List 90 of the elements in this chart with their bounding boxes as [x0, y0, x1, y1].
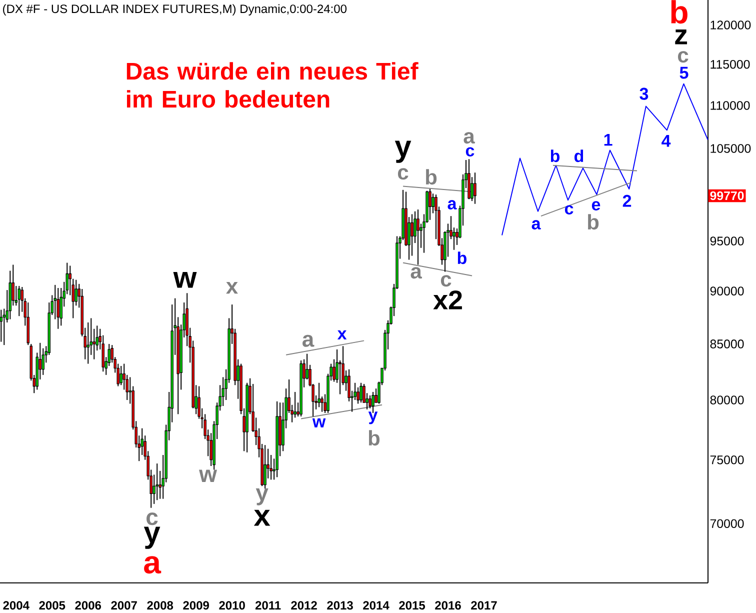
annotation: 4 — [662, 135, 671, 147]
y-tick-label: 95000 — [710, 236, 744, 246]
candlestick — [360, 382, 362, 404]
annotation: c — [398, 168, 408, 180]
x-tick-label: 2006 — [75, 601, 102, 610]
annotation: c — [466, 147, 474, 156]
annotation: 3 — [640, 88, 648, 100]
x-tick-label: 2016 — [435, 601, 461, 610]
candlestick — [294, 391, 296, 418]
annotation: y — [144, 526, 160, 549]
annotation: 2 — [622, 194, 632, 207]
line-series — [501, 83, 708, 236]
y-tick-label: 70000 — [710, 519, 744, 528]
x-tick-label: 2004 — [3, 601, 30, 610]
annotation: 1 — [604, 134, 612, 146]
annotation: c — [146, 512, 158, 526]
annotation: 5 — [680, 66, 688, 79]
annotation: b — [426, 169, 437, 185]
candlestick — [452, 227, 456, 250]
candlestick — [356, 386, 360, 404]
annotation: x — [254, 510, 270, 526]
annotation: y — [394, 140, 412, 163]
annotation: b — [588, 214, 599, 230]
annotation: x — [337, 330, 347, 340]
annotation: a — [302, 334, 314, 347]
candlestick — [86, 322, 90, 364]
candlestick — [264, 444, 266, 490]
annotation: y — [256, 488, 268, 506]
y-tick-label: 115000 — [710, 60, 750, 69]
annotation: e — [592, 201, 600, 210]
candlestick — [0, 309, 2, 342]
candlestick — [156, 462, 158, 501]
annotation: d — [574, 150, 584, 162]
candlestick — [332, 358, 336, 382]
candlestick — [474, 172, 476, 204]
annotation: w — [173, 272, 197, 288]
annotation: a — [448, 200, 457, 210]
annotation: b — [368, 430, 380, 446]
candlestick — [410, 214, 414, 256]
annotation: x — [226, 282, 238, 294]
y-tick-label: 120000 — [710, 20, 751, 30]
x-tick-label: 2015 — [399, 601, 426, 610]
candlestick — [470, 176, 474, 202]
annotation: w — [199, 470, 218, 482]
annotation: a — [144, 556, 162, 574]
candlestick — [318, 382, 320, 408]
candlestick — [2, 308, 6, 346]
annotation: b — [550, 150, 560, 162]
x-tick-label: 2011 — [255, 601, 281, 610]
annotation: a — [410, 267, 422, 279]
annotation: c — [564, 205, 574, 215]
y-tick-label: 75000 — [710, 455, 744, 464]
x-tick-label: 2010 — [219, 601, 245, 610]
annotation: z — [675, 29, 688, 44]
annotation: x2 — [433, 290, 462, 310]
annotation: y — [368, 412, 378, 424]
annotation: Das würde ein neues Tief im Euro bedeuten — [126, 62, 418, 108]
candlestick — [56, 288, 60, 330]
candlestick — [320, 396, 324, 412]
chart-title: (DX #F - US DOLLAR INDEX FUTURES,M) Dynamic,0:00-24:00 — [3, 4, 347, 16]
y-tick-label: 105000 — [710, 144, 751, 153]
y-tick-label: 90000 — [710, 286, 744, 296]
x-tick-label: 2005 — [39, 601, 66, 610]
x-tick-label: 2017 — [471, 601, 497, 610]
candlestick — [368, 394, 372, 409]
candlestick — [120, 365, 122, 386]
candlestick — [74, 279, 78, 306]
candlestick — [92, 328, 96, 360]
y-tick-label: 80000 — [710, 396, 744, 404]
candlestick — [372, 391, 374, 414]
x-tick-label: 2008 — [147, 601, 174, 610]
x-tick-label: 2012 — [291, 601, 317, 610]
annotation: a — [532, 220, 541, 230]
annotation: b — [671, 0, 688, 24]
candlestick — [428, 188, 432, 220]
annotation: c — [678, 51, 688, 63]
candlestick — [416, 208, 420, 266]
candlestick — [18, 285, 20, 317]
x-tick-label: 2013 — [327, 601, 353, 610]
y-tick-label: 110000 — [710, 101, 750, 110]
x-tick-label: 2007 — [111, 601, 137, 610]
annotation: w — [312, 418, 326, 428]
annotation: c — [440, 275, 452, 287]
x-tick-label: 2009 — [183, 601, 209, 610]
y-tick-label: 85000 — [710, 340, 744, 348]
candlestick — [432, 193, 434, 214]
annotation: a — [464, 132, 475, 144]
x-tick-label: 2014 — [363, 601, 390, 610]
text: 99770 — [710, 191, 744, 200]
annotation: b — [458, 252, 466, 264]
